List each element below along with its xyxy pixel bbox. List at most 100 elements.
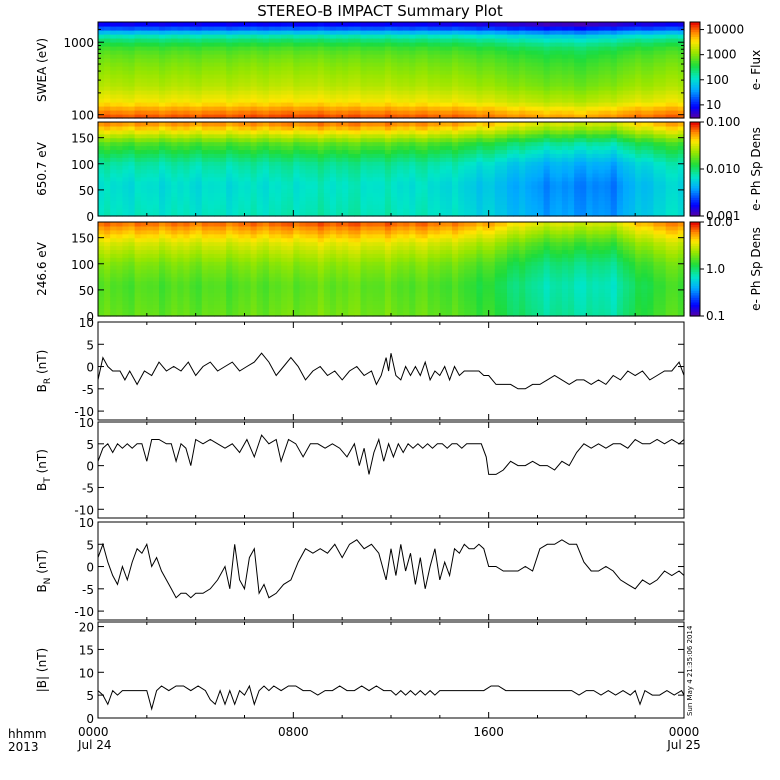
panel-2-heatmap-cell <box>513 196 520 201</box>
panel-1-heatmap-cell <box>354 34 362 39</box>
panel-3-heatmap-cell <box>116 229 124 235</box>
panel-1-heatmap-cell <box>336 98 343 103</box>
panel-1-heatmap-cell <box>336 22 343 27</box>
panel-2-heatmap-cell <box>506 172 514 178</box>
panel-2-heatmap-cell <box>397 212 404 217</box>
panel-1-heatmap-cell <box>604 94 612 99</box>
panel-2-heatmap-cell <box>482 145 490 151</box>
panel-1-heatmap-cell <box>677 54 685 59</box>
panel-1-heatmap-cell <box>165 106 172 111</box>
panel-2-heatmap-cell <box>513 192 520 198</box>
panel-2-heatmap-cell <box>458 204 465 209</box>
panel-2-heatmap-cell <box>470 122 478 127</box>
panel-1-heatmap-cell <box>299 58 307 63</box>
panel-1-heatmap-cell <box>159 110 166 115</box>
panel-2-heatmap-cell <box>159 125 166 131</box>
panel-1-heatmap-cell <box>592 46 600 51</box>
panel-2-heatmap-cell <box>671 137 679 143</box>
panel-2-heatmap-cell <box>232 172 239 178</box>
panel-2-heatmap-cell <box>213 161 221 166</box>
panel-1-heatmap-cell <box>629 102 636 107</box>
panel-1-heatmap-cell <box>610 54 618 59</box>
panel-2-heatmap-cell <box>348 165 355 170</box>
panel-2-heatmap-cell <box>592 129 600 135</box>
panel-2-colorbar-segment <box>690 190 700 194</box>
panel-1-heatmap-cell <box>568 114 575 119</box>
panel-2-heatmap-cell <box>549 125 557 131</box>
panel-1-heatmap-cell <box>610 86 618 91</box>
panel-1-colorbar-segment <box>690 24 700 28</box>
panel-1-heatmap-cell <box>409 82 417 87</box>
panel-2-heatmap-cell <box>653 133 661 139</box>
panel-2-heatmap-cell <box>244 196 252 201</box>
panel-2-heatmap-cell <box>629 141 636 147</box>
panel-1-heatmap-cell <box>598 26 606 31</box>
panel-1-heatmap-cell <box>293 58 301 63</box>
panel-1-heatmap-cell <box>317 86 325 91</box>
panel-2-heatmap-cell <box>598 196 606 201</box>
panel-2-heatmap-cell <box>616 165 624 170</box>
panel-1-heatmap-cell <box>268 50 276 55</box>
panel-2-heatmap-cell <box>342 188 349 194</box>
panel-1-heatmap-cell <box>311 38 319 43</box>
panel-1-heatmap-cell <box>268 102 276 107</box>
panel-1-heatmap-cell <box>586 114 594 119</box>
panel-2-heatmap-cell <box>134 212 142 217</box>
panel-2-heatmap-cell <box>287 125 294 131</box>
panel-1-heatmap-cell <box>152 30 160 35</box>
panel-2-colorbar-segment <box>690 145 700 149</box>
panel-1-heatmap-cell <box>653 30 661 35</box>
panel-2-heatmap-cell <box>378 176 386 182</box>
panel-1-heatmap-cell <box>171 102 178 107</box>
panel-2-heatmap-cell <box>360 141 368 147</box>
panel-1-heatmap-cell <box>189 30 197 35</box>
panel-1-heatmap-cell <box>671 114 679 119</box>
panel-2-heatmap-cell <box>372 129 380 135</box>
panel-1-colorbar-segment <box>690 62 700 66</box>
panel-2-heatmap-cell <box>665 161 673 166</box>
panel-1-heatmap-cell <box>415 42 423 47</box>
panel-2-heatmap-cell <box>329 141 337 147</box>
panel-2-heatmap-cell <box>201 157 209 162</box>
panel-1-heatmap-cell <box>250 94 258 99</box>
panel-2-heatmap-cell <box>305 161 313 166</box>
panel-2-heatmap-cell <box>110 129 117 135</box>
panel-2-heatmap-cell <box>317 180 325 186</box>
panel-1-heatmap-cell <box>641 78 648 83</box>
panel-2-heatmap-cell <box>464 165 471 170</box>
panel-1-heatmap-cell <box>470 82 478 87</box>
panel-1-heatmap-cell <box>122 106 130 111</box>
panel-1-colorbar-segment <box>690 53 700 57</box>
panel-2-heatmap-cell <box>604 196 612 201</box>
panel-2-heatmap-cell <box>104 180 111 186</box>
panel-2-heatmap-cell <box>647 157 655 162</box>
panel-1-heatmap-cell <box>183 82 191 87</box>
panel-2-heatmap-cell <box>250 172 258 178</box>
panel-1-heatmap-cell <box>336 102 343 107</box>
panel-1-heatmap-cell <box>500 66 508 71</box>
panel-1-heatmap-cell <box>384 58 392 63</box>
panel-2-heatmap-cell <box>629 149 636 154</box>
panel-2-heatmap-cell <box>287 141 294 147</box>
panel-2-heatmap-cell <box>299 192 307 198</box>
panel-2-heatmap-cell <box>268 157 276 162</box>
panel-2-heatmap-cell <box>213 192 221 198</box>
panel-2-heatmap-cell <box>207 188 215 194</box>
panel-2-heatmap-cell <box>354 212 362 217</box>
panel-1-heatmap-cell <box>647 26 655 31</box>
panel-1-heatmap-cell <box>647 90 655 95</box>
panel-1-heatmap-cell <box>665 30 673 35</box>
panel-1-heatmap-cell <box>183 50 191 55</box>
panel-2-heatmap-cell <box>189 208 197 213</box>
panel-1-heatmap-cell <box>104 94 111 99</box>
panel-2-heatmap-cell <box>220 176 227 182</box>
panel-1-heatmap-cell <box>281 98 288 103</box>
panel-1-heatmap-cell <box>543 74 551 79</box>
panel-1-heatmap-cell <box>244 22 252 27</box>
panel-2-heatmap-cell <box>183 125 191 131</box>
panel-1-heatmap-cell <box>629 82 636 87</box>
panel-2-heatmap-cell <box>256 129 264 135</box>
panel-1-heatmap-cell <box>262 26 270 31</box>
panel-3-heatmap-cell <box>98 265 105 270</box>
panel-2-heatmap-cell <box>531 196 539 201</box>
